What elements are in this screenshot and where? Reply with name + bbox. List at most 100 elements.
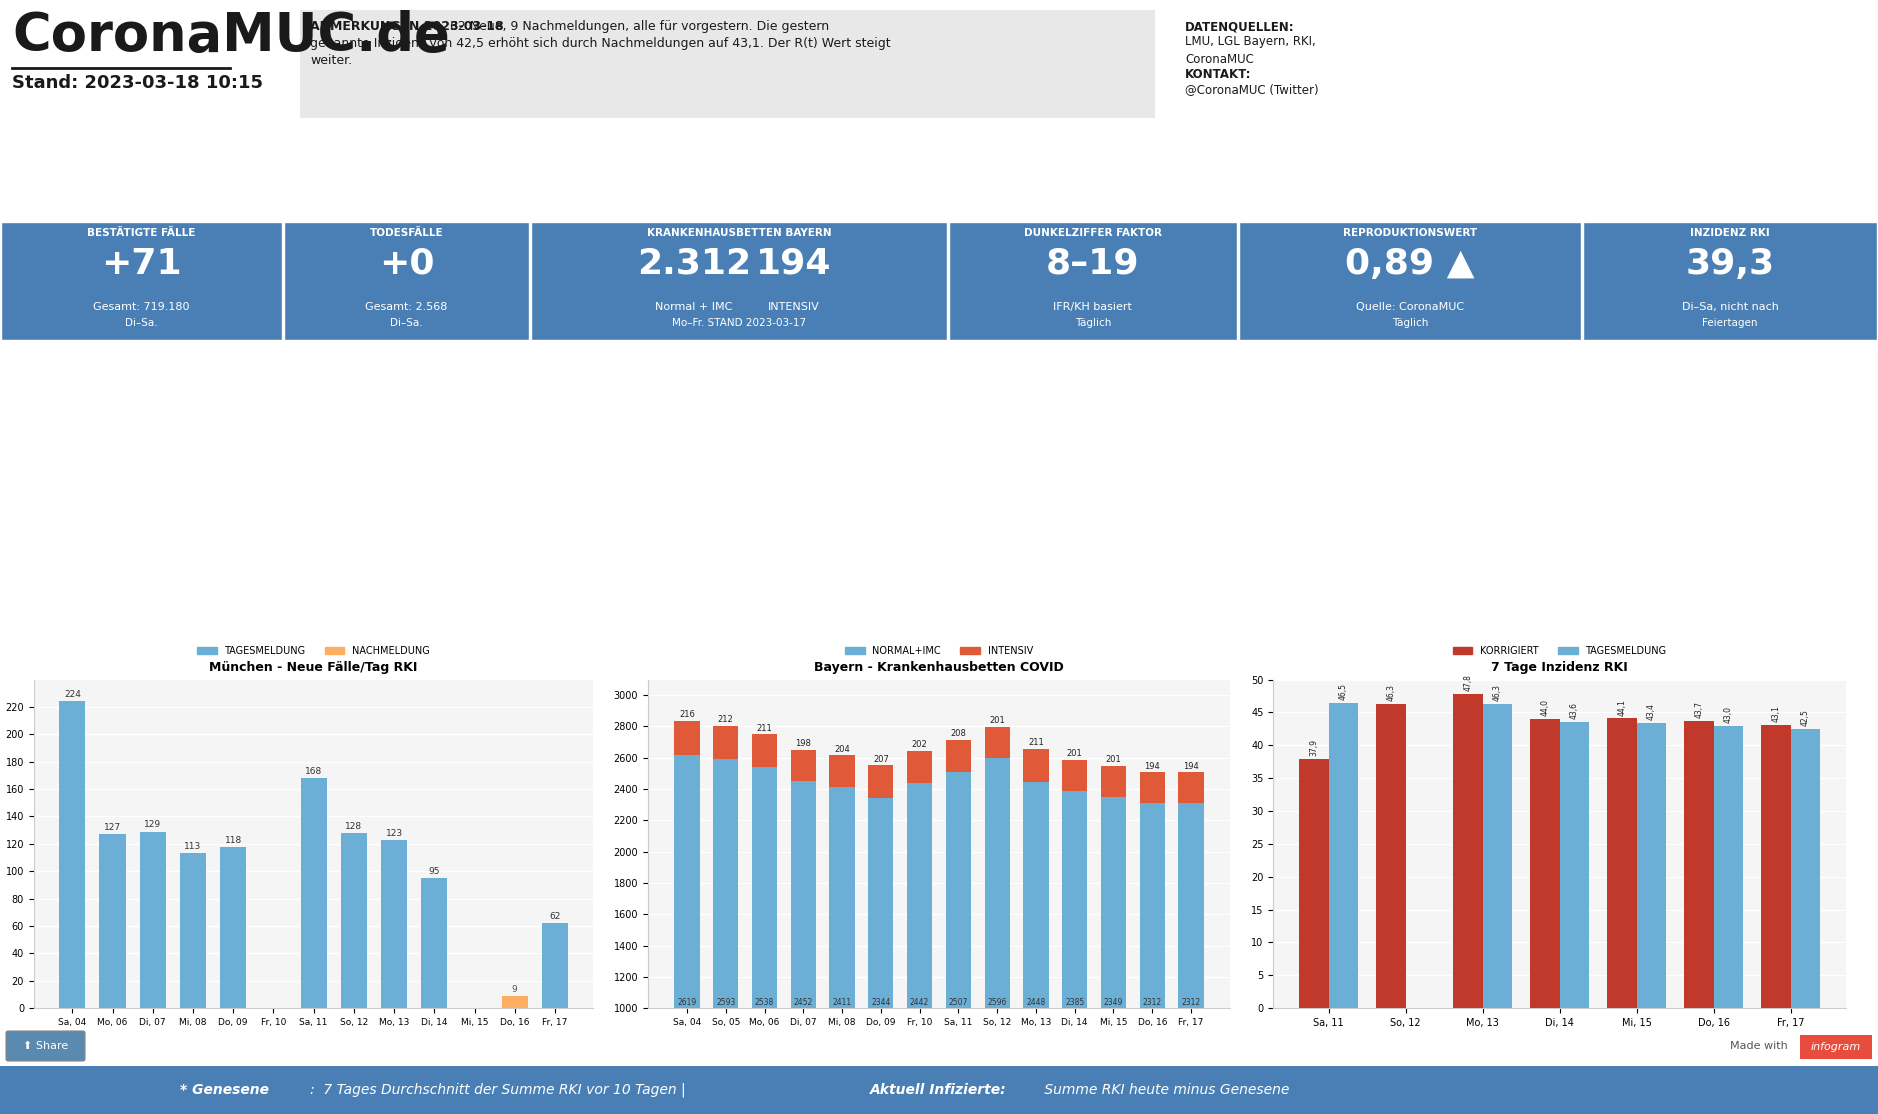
Bar [1140,772,1164,803]
FancyBboxPatch shape [2,222,282,340]
Text: 8–19: 8–19 [1046,247,1140,281]
Text: weiter.: weiter. [310,53,353,67]
Text: 168: 168 [304,768,323,776]
Text: 2442: 2442 [911,998,930,1007]
Text: 62 Neue, 9 Nachmeldungen, alle für vorgestern. Die gestern: 62 Neue, 9 Nachmeldungen, alle für vorge… [445,20,828,33]
Text: KRANKENHAUSBETTEN BAYERN: KRANKENHAUSBETTEN BAYERN [646,228,832,238]
FancyBboxPatch shape [284,222,528,340]
Text: Di–Sa.: Di–Sa. [126,317,158,328]
Bar [714,759,738,1114]
Bar [1178,803,1204,1114]
Bar [543,924,567,1008]
Text: 43,7: 43,7 [1694,702,1703,719]
Bar [1792,729,1820,1008]
Bar [1715,725,1743,1008]
Text: TODESFÄLLE: TODESFÄLLE [370,228,443,238]
Text: Aktuell Infizierte:: Aktuell Infizierte: [870,1083,1007,1097]
Bar [674,755,700,1114]
Text: DATENQUELLEN:: DATENQUELLEN: [1185,20,1294,33]
Text: DUNKELZIFFER FAKTOR: DUNKELZIFFER FAKTOR [1024,228,1162,238]
Text: 2619: 2619 [678,998,697,1007]
Text: Di–Sa, nicht nach: Di–Sa, nicht nach [1683,302,1778,312]
Text: 198: 198 [796,739,811,749]
Text: 194: 194 [757,247,832,281]
Text: CoronaMUC.de: CoronaMUC.de [11,10,449,62]
Bar [907,782,931,1114]
Bar [1685,721,1715,1008]
Text: 118: 118 [225,836,242,844]
Bar [1638,723,1666,1008]
Text: 202: 202 [911,740,928,749]
Bar [1024,782,1048,1114]
Text: INZIDENZ RKI: INZIDENZ RKI [1690,228,1771,238]
FancyBboxPatch shape [948,222,1236,340]
Text: 2596: 2596 [988,998,1007,1007]
Bar [1101,765,1127,797]
Text: INTENSIV: INTENSIV [768,302,821,312]
Bar [1454,694,1482,1008]
Bar [60,702,85,1008]
Bar [139,831,165,1008]
Text: Summe RKI heute minus Genesene: Summe RKI heute minus Genesene [1040,1083,1290,1097]
Text: 62: 62 [548,912,562,921]
Bar [180,853,207,1008]
Bar [830,788,854,1114]
Text: ⬆ Share: ⬆ Share [23,1040,69,1051]
Text: Gesamt: 2.568: Gesamt: 2.568 [364,302,447,312]
Text: genannte Inzidenz von 42,5 erhöht sich durch Nachmeldungen auf 43,1. Der R(t) We: genannte Inzidenz von 42,5 erhöht sich d… [310,37,890,50]
FancyBboxPatch shape [300,10,1155,118]
Text: ANMERKUNGEN 2023-03-18: ANMERKUNGEN 2023-03-18 [310,20,503,33]
Bar [1762,725,1792,1008]
Bar [100,834,126,1008]
Bar [501,996,528,1008]
Bar [421,878,447,1008]
Text: BESTÄTIGTE FÄLLE: BESTÄTIGTE FÄLLE [88,228,195,238]
Title: München - Neue Fälle/Tag RKI: München - Neue Fälle/Tag RKI [210,662,417,674]
Text: Gesamt: 719.180: Gesamt: 719.180 [94,302,190,312]
Text: 44,1: 44,1 [1617,698,1626,715]
Text: 37,9: 37,9 [1309,740,1318,756]
Text: 2312: 2312 [1181,998,1200,1007]
FancyBboxPatch shape [1239,222,1581,340]
Text: 129: 129 [145,821,162,830]
Text: 47,8: 47,8 [1463,674,1472,692]
Text: 2538: 2538 [755,998,774,1007]
Text: 39,3: 39,3 [1686,247,1775,281]
Text: 95: 95 [428,867,439,876]
Bar [714,725,738,759]
Text: @CoronaMUC (Twitter): @CoronaMUC (Twitter) [1185,84,1318,96]
Bar [1024,749,1048,782]
Bar [1482,704,1512,1008]
Bar [340,833,366,1008]
Text: 9: 9 [513,985,518,994]
Text: 127: 127 [103,823,120,832]
Text: 2312: 2312 [1142,998,1162,1007]
FancyBboxPatch shape [0,1066,1878,1114]
Bar [220,847,246,1008]
Text: Normal + IMC: Normal + IMC [655,302,732,312]
Text: 201: 201 [990,716,1005,725]
Text: 194: 194 [1144,762,1161,771]
Bar [1608,719,1638,1008]
Text: Täglich: Täglich [1392,317,1429,328]
Text: +71: +71 [101,247,182,281]
Text: 46,3: 46,3 [1493,684,1502,701]
Text: 44,0: 44,0 [1540,700,1549,716]
Text: infogram: infogram [1810,1042,1861,1052]
Text: 201: 201 [1067,749,1082,759]
Bar [1140,803,1164,1114]
Bar [1063,760,1087,791]
Text: 208: 208 [950,729,967,737]
Text: 2448: 2448 [1025,998,1046,1007]
Text: 2.312: 2.312 [637,247,751,281]
Bar [984,759,1010,1114]
Text: 123: 123 [385,829,402,838]
Text: Stand: 2023-03-18 10:15: Stand: 2023-03-18 10:15 [11,74,263,92]
Bar [300,778,327,1008]
Bar [674,721,700,755]
Bar [830,755,854,788]
Text: 0,89 ▲: 0,89 ▲ [1345,247,1474,281]
Legend: TAGESMELDUNG, NACHMELDUNG: TAGESMELDUNG, NACHMELDUNG [193,642,434,659]
Text: 2452: 2452 [794,998,813,1007]
Text: 2593: 2593 [716,998,736,1007]
